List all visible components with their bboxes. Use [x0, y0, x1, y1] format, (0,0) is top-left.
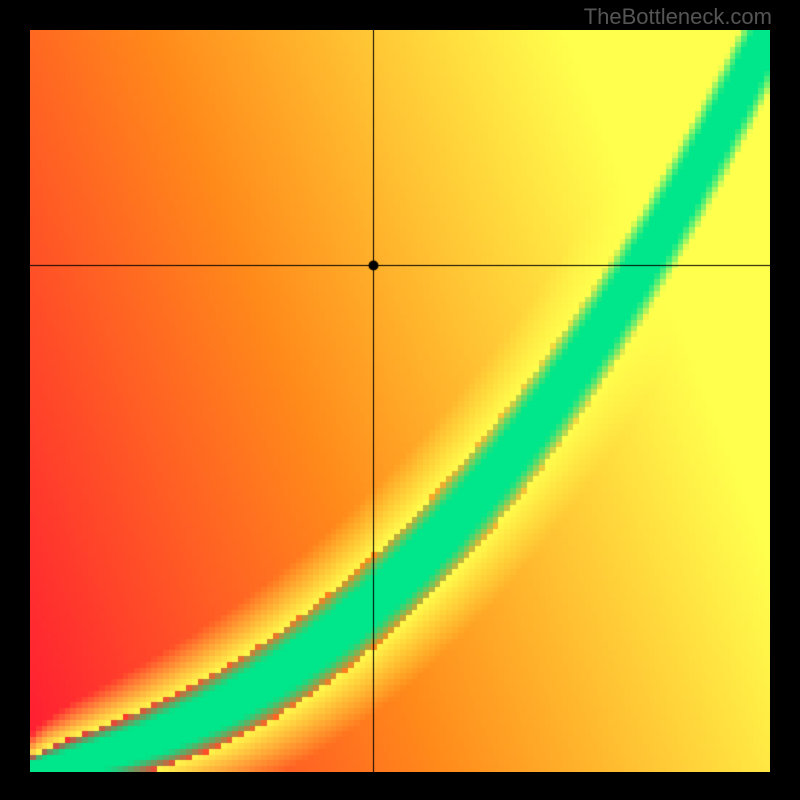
bottleneck-heatmap	[30, 30, 770, 772]
chart-container: TheBottleneck.com	[0, 0, 800, 800]
watermark-text: TheBottleneck.com	[584, 4, 772, 30]
